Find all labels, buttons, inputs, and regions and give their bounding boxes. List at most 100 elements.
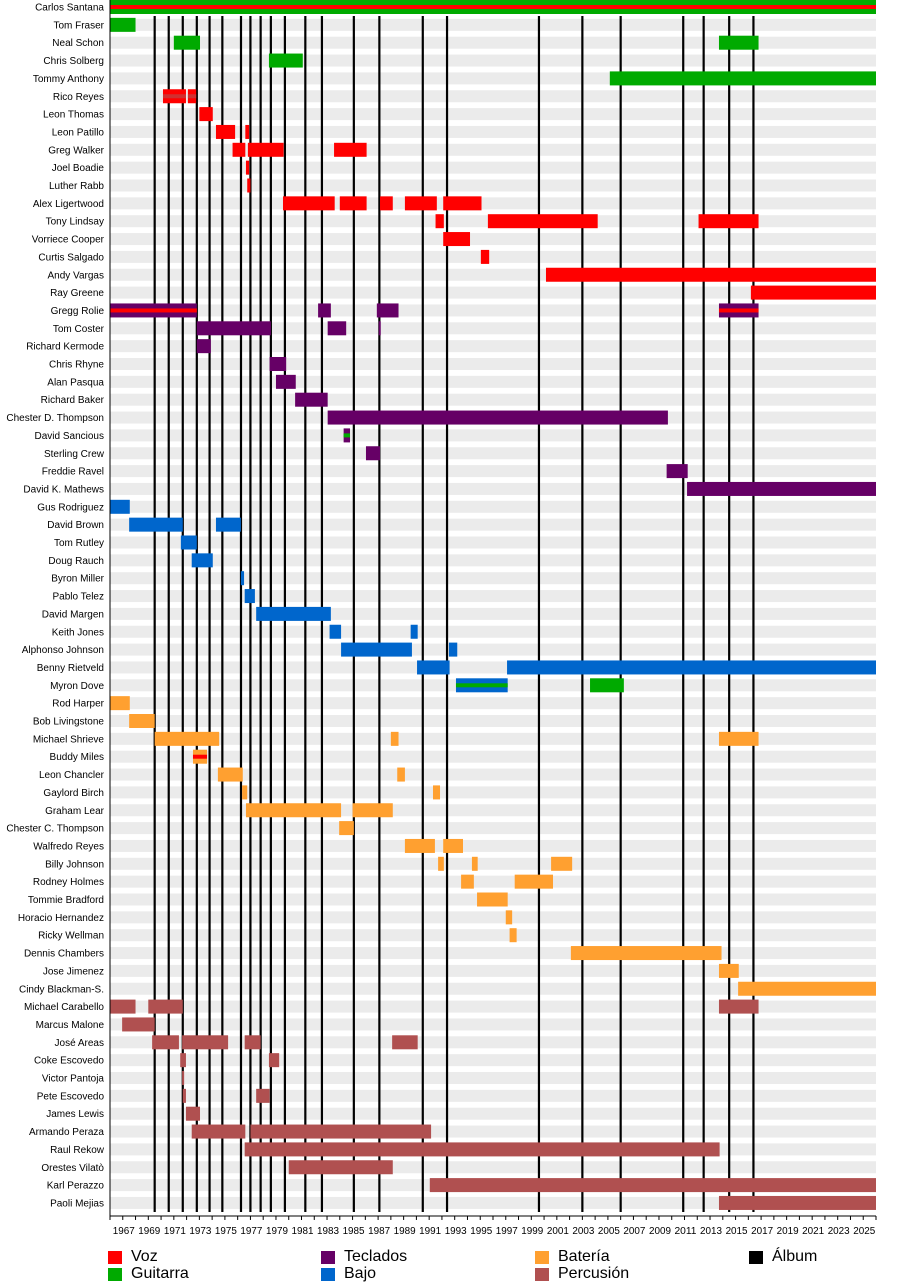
bar-bateria: [738, 981, 876, 996]
bar-bateria: [443, 838, 463, 853]
bar-bateria: [352, 803, 393, 818]
bar-bajo: [410, 624, 418, 639]
bar-teclados: [666, 464, 688, 479]
bar-bajo: [507, 660, 876, 675]
bar-teclados: [376, 303, 399, 318]
bar-percusion: [148, 999, 183, 1014]
member-name: Richard Baker: [41, 395, 105, 406]
bar-guitarra: [173, 35, 201, 50]
row-background: [110, 518, 876, 531]
row-background: [110, 108, 876, 121]
row-background: [110, 625, 876, 638]
bar-teclados: [318, 303, 331, 318]
member-name: Andy Vargas: [47, 270, 104, 281]
bar-bateria: [242, 785, 248, 800]
legend-label: Álbum: [772, 1248, 818, 1265]
row-background: [110, 804, 876, 817]
member-name: David K. Mathews: [23, 484, 104, 495]
bar-bateria: [461, 874, 474, 889]
bar-voz: [247, 178, 251, 193]
member-name: Benny Rietveld: [37, 663, 104, 674]
x-tick-label: 1987: [368, 1226, 390, 1237]
bar-bateria: [509, 928, 517, 943]
row-background: [110, 18, 876, 31]
legend-swatch: [108, 1250, 122, 1264]
bar-voz: [232, 142, 246, 157]
row-background: [110, 465, 876, 478]
bar-teclados: [295, 392, 328, 407]
legend-swatch: [321, 1267, 335, 1281]
bar-bateria: [505, 910, 513, 925]
x-tick-label: 2019: [777, 1226, 799, 1237]
bar-percusion: [182, 1035, 229, 1050]
member-name: Joel Boadie: [52, 163, 105, 174]
bar-teclados: [378, 321, 381, 336]
bar-percusion: [180, 1053, 186, 1068]
legend-swatch: [535, 1267, 549, 1281]
x-tick-label: 2017: [751, 1226, 773, 1237]
member-name: Alan Pasqua: [47, 377, 104, 388]
bar-guitarra: [110, 17, 136, 32]
member-name: David Margen: [42, 609, 104, 620]
member-name: Marcus Malone: [36, 1020, 105, 1031]
member-name: Coke Escovedo: [34, 1056, 104, 1067]
row-background: [110, 643, 876, 656]
bar-teclados: [196, 339, 211, 354]
bar-voz: [380, 196, 393, 211]
bar-bateria: [718, 731, 759, 746]
x-tick-label: 1979: [266, 1226, 288, 1237]
row-background: [110, 161, 876, 174]
member-name: Vorriece Cooper: [32, 235, 105, 246]
x-tick-label: 2021: [802, 1226, 824, 1237]
bar-percusion: [718, 999, 759, 1014]
member-name: Graham Lear: [45, 806, 105, 817]
legend-item-album: Álbum: [749, 1248, 817, 1266]
member-name: Rodney Holmes: [33, 877, 104, 888]
legend-swatch: [321, 1250, 335, 1264]
bar-voz: [215, 124, 236, 139]
row-background: [110, 304, 876, 317]
member-name: Freddie Ravel: [42, 467, 104, 478]
bar-bateria: [718, 963, 739, 978]
row-background: [110, 590, 876, 603]
member-name: Jose Jimenez: [43, 966, 104, 977]
member-name: Gus Rodriguez: [37, 502, 104, 513]
bar-percusion: [110, 999, 136, 1014]
x-tick-label: 1975: [215, 1226, 237, 1237]
bar-bajo: [417, 660, 450, 675]
x-tick-label: 2023: [828, 1226, 850, 1237]
row-background: [110, 536, 876, 549]
row-background: [110, 982, 876, 995]
member-name: Pablo Telez: [52, 592, 104, 603]
bar-voz: [443, 196, 482, 211]
bar-bateria: [245, 803, 342, 818]
row-background: [110, 1161, 876, 1174]
x-tick-label: 2007: [623, 1226, 645, 1237]
bar-percusion: [288, 1160, 393, 1175]
bar-bajo: [240, 571, 245, 586]
member-name: Karl Perazzo: [47, 1181, 105, 1192]
bar-teclados: [196, 321, 271, 336]
row-background: [110, 1036, 876, 1049]
bar-guitarra: [268, 53, 303, 68]
bar-voz: [199, 107, 213, 122]
member-name: Billy Johnson: [45, 859, 104, 870]
member-name: Doug Rauch: [48, 556, 104, 567]
bar-percusion: [244, 1142, 720, 1157]
row-background: [110, 233, 876, 246]
row-background: [110, 500, 876, 513]
bar-percusion: [185, 1106, 201, 1121]
legend-label: Percusión: [558, 1265, 630, 1282]
bar-stripe-percusion: [187, 94, 197, 99]
legend-item-teclados: Teclados: [321, 1248, 407, 1266]
row-background: [110, 286, 876, 299]
bar-guitarra: [609, 71, 876, 86]
member-name: Richard Kermode: [26, 342, 104, 353]
x-tick-label: 1991: [419, 1226, 441, 1237]
member-name: David Brown: [47, 520, 104, 531]
x-tick-label: 2009: [649, 1226, 671, 1237]
row-background: [110, 750, 876, 763]
bar-bateria: [432, 785, 441, 800]
bar-voz: [750, 285, 876, 300]
